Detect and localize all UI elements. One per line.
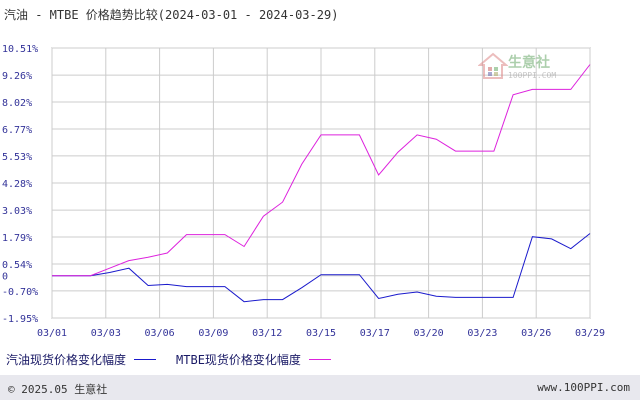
x-tick-label: 03/01 xyxy=(37,328,67,339)
x-tick-label: 03/15 xyxy=(306,328,336,339)
x-tick-label: 03/29 xyxy=(575,328,605,339)
x-tick-label: 03/06 xyxy=(145,328,175,339)
y-tick-label: 3.03% xyxy=(2,206,32,217)
watermark-brand: 生意社 xyxy=(508,55,550,71)
x-tick-label: 03/17 xyxy=(360,328,390,339)
y-tick-label: 4.28% xyxy=(2,179,32,190)
watermark-url: 100PPI.COM xyxy=(508,71,557,80)
legend-label-mtbe: MTBE现货价格变化幅度 xyxy=(176,353,301,367)
legend-item-gasoline: 汽油现货价格变化幅度 xyxy=(6,351,157,368)
house-logo-icon xyxy=(478,52,508,79)
footer-bar xyxy=(0,375,640,400)
mtbe-series-line xyxy=(52,64,591,277)
x-tick-label: 03/12 xyxy=(252,328,282,339)
y-tick-label: 8.02% xyxy=(2,98,32,109)
legend-swatch-mtbe xyxy=(308,359,331,360)
x-tick-label: 03/09 xyxy=(198,328,228,339)
y-tick-label: 9.26% xyxy=(2,71,32,82)
chart-title: 汽油 - MTBE 价格趋势比较(2024-03-01 - 2024-03-29… xyxy=(4,8,339,22)
legend-item-mtbe: MTBE现货价格变化幅度 xyxy=(176,351,331,368)
x-tick-label: 03/23 xyxy=(467,328,497,339)
y-tick-label: 1.79% xyxy=(2,233,32,244)
y-tick-label: 0.54% xyxy=(2,260,32,271)
chart-legend: 汽油现货价格变化幅度 MTBE现货价格变化幅度 xyxy=(6,351,351,368)
x-tick-label: 03/03 xyxy=(91,328,121,339)
y-tick-label: 5.53% xyxy=(2,152,32,163)
brand-watermark: 生意社 100PPI.COM xyxy=(478,52,556,80)
y-tick-label: 6.77% xyxy=(2,125,32,136)
x-tick-label: 03/20 xyxy=(414,328,444,339)
x-tick-label: 03/26 xyxy=(521,328,551,339)
y-tick-label: 10.51% xyxy=(2,44,38,55)
y-tick-label: 0 xyxy=(2,272,8,283)
legend-label-gasoline: 汽油现货价格变化幅度 xyxy=(6,353,127,367)
legend-swatch-gasoline xyxy=(134,359,157,360)
footer-copyright: © 2025.05 生意社 xyxy=(8,383,108,396)
footer-site-link[interactable]: www.100PPI.com xyxy=(537,381,630,394)
gasoline-series-line xyxy=(52,233,591,303)
y-tick-label: -1.95% xyxy=(2,314,38,325)
y-tick-label: -0.70% xyxy=(2,287,38,298)
